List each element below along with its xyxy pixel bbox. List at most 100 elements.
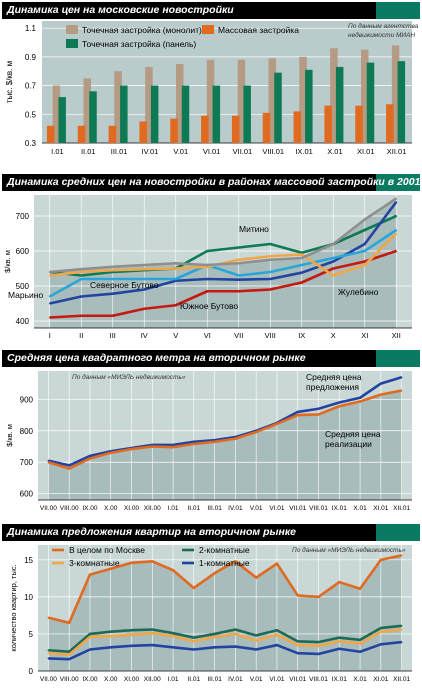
x-tick-label: VII.01 — [233, 147, 253, 156]
point-series-1 — [143, 288, 146, 291]
point-series-4 — [80, 271, 83, 273]
line-series-1 — [48, 389, 402, 470]
point-series-3 — [47, 657, 50, 660]
point-series-3 — [68, 658, 70, 660]
point-series-3 — [213, 646, 216, 649]
x-tick-label: XI — [361, 331, 368, 340]
point-series-2 — [89, 636, 91, 638]
bar-series-0 — [145, 66, 153, 143]
point-series-1 — [172, 446, 174, 448]
point-series-1 — [296, 414, 299, 416]
x-tick-label: VII.01 — [289, 676, 306, 683]
point-series-5 — [395, 197, 398, 200]
point-series-2 — [269, 271, 272, 273]
point-series-1 — [206, 278, 209, 280]
bar-series-2 — [212, 85, 221, 143]
point-series-1 — [237, 278, 240, 281]
x-tick-label: V — [173, 331, 178, 340]
y-tick-label: 500 — [16, 282, 30, 291]
bar-series-1 — [355, 105, 363, 143]
line-series-0 — [49, 214, 397, 277]
point-series-5 — [206, 264, 209, 266]
y-tick-label: 15 — [24, 556, 33, 565]
x-tick-label: VII.01 — [289, 505, 306, 512]
point-series-4 — [237, 258, 240, 261]
point-series-1 — [296, 640, 299, 643]
bar-series-0 — [391, 45, 400, 143]
point-series-3 — [276, 644, 278, 646]
x-tick-label: VIII.00 — [60, 676, 79, 683]
point-series-5 — [300, 257, 303, 259]
x-tick-label: VIII.00 — [60, 505, 79, 512]
y-axis-label: $/кв. м — [3, 250, 12, 273]
series-label: Северное Бутово — [90, 280, 159, 290]
point-series-2 — [363, 250, 366, 252]
panel-title-bar: Динамика предложения квартир на вторично… — [2, 524, 420, 541]
x-tick-label: IX.00 — [82, 676, 98, 683]
point-series-1 — [359, 639, 361, 641]
x-tick-label: XI.00 — [124, 676, 140, 683]
bar-series-2 — [397, 61, 406, 144]
title-stripe — [376, 174, 420, 191]
point-series-3 — [174, 304, 177, 307]
point-series-1 — [255, 634, 257, 637]
point-series-0 — [380, 559, 382, 561]
point-series-0 — [68, 464, 70, 467]
x-tick-label: XII.01 — [393, 505, 410, 512]
legend-label: Массовая застройка — [218, 25, 299, 35]
bar-series-1 — [77, 125, 86, 143]
point-series-1 — [213, 633, 216, 635]
x-tick-label: XI.01 — [357, 147, 375, 156]
panel-secondary-price: Средняя цена квадратного метра на вторич… — [2, 350, 420, 518]
x-tick-label: XI.00 — [124, 505, 140, 512]
source-note: По данным «МИЭЛЬ недвижимость» — [72, 373, 186, 381]
title-stripe — [376, 350, 420, 367]
point-series-2 — [296, 644, 299, 646]
point-series-3 — [109, 646, 112, 649]
point-series-1 — [400, 624, 403, 627]
bar-series-1 — [139, 121, 147, 143]
point-series-3 — [400, 641, 403, 643]
bar-series-0 — [176, 64, 184, 143]
point-series-3 — [269, 288, 272, 291]
x-tick-label: V.01 — [250, 505, 263, 512]
x-tick-label: VIII — [265, 331, 276, 340]
x-tick-label: XI.01 — [373, 505, 389, 512]
y-tick-label: 1.1 — [25, 24, 37, 33]
point-series-0 — [206, 250, 209, 252]
legend-label: 2-комнатные — [199, 545, 250, 555]
point-series-3 — [172, 646, 174, 649]
point-series-3 — [317, 653, 320, 655]
legend-swatch — [66, 25, 78, 34]
point-series-2 — [80, 278, 83, 280]
point-series-1 — [130, 448, 133, 450]
point-series-5 — [363, 218, 366, 221]
point-series-1 — [48, 302, 51, 305]
bar-chart-new-buildings: 0.3 0.5 0.7 0.9 1.1 тыс. $/кв. м I.01 II.01 III.… — [5, 21, 419, 156]
point-series-2 — [151, 632, 154, 634]
x-tick-label: IX — [298, 331, 305, 340]
y-tick-label: 400 — [16, 317, 30, 326]
bar-series-0 — [52, 85, 61, 143]
y-tick-label: 700 — [16, 212, 30, 221]
point-series-1 — [338, 636, 341, 639]
line-series-2 — [49, 228, 397, 298]
point-series-0 — [400, 554, 403, 557]
legend-label: В целом по Москве — [69, 545, 145, 555]
point-series-0 — [151, 560, 154, 563]
point-series-0 — [363, 229, 366, 231]
bar-series-0 — [268, 58, 276, 144]
bar-series-0 — [361, 49, 369, 143]
panel-new-buildings: Динамика цен на московские новостройки 0… — [2, 2, 420, 159]
point-series-2 — [317, 645, 320, 647]
bar-series-1 — [293, 111, 302, 143]
point-series-5 — [48, 271, 51, 273]
point-series-0 — [359, 587, 361, 590]
point-series-0 — [338, 401, 341, 404]
point-series-3 — [89, 648, 91, 651]
point-series-4 — [269, 255, 272, 258]
point-series-1 — [47, 461, 50, 464]
area-fill — [49, 198, 397, 328]
point-series-2 — [213, 636, 216, 638]
